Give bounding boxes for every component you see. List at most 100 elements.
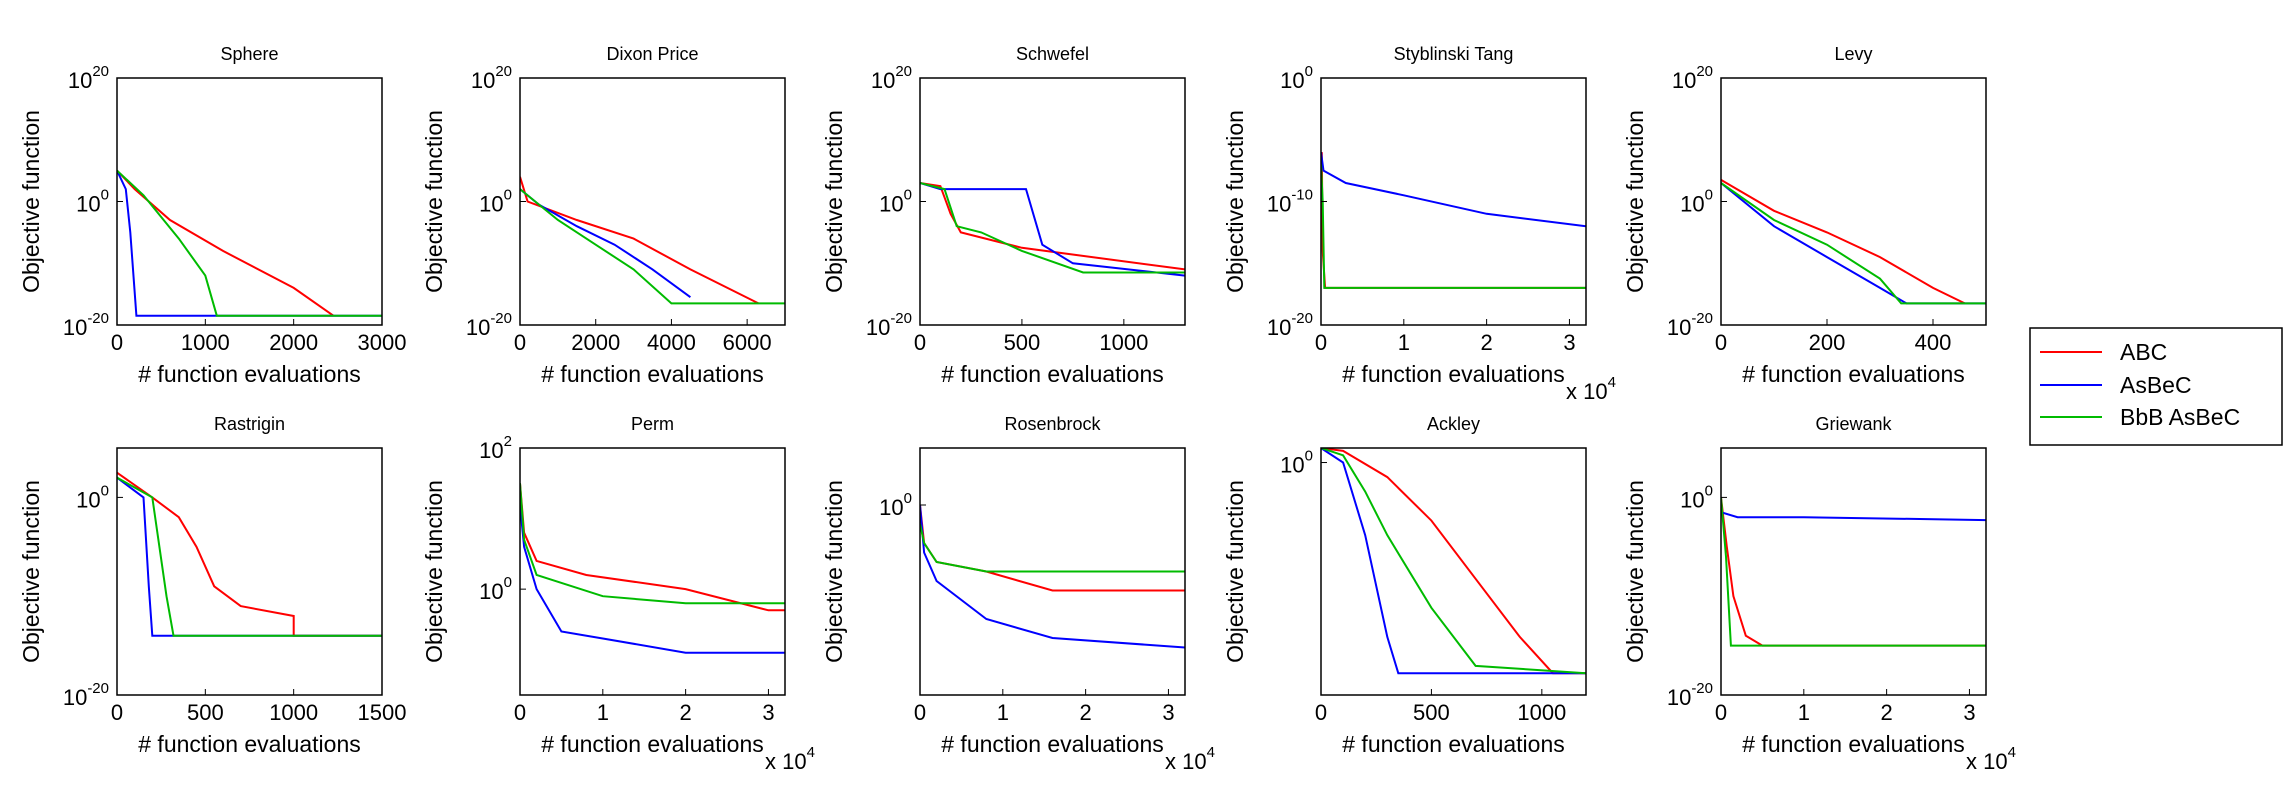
x-tick-label: 1 xyxy=(597,700,609,725)
axes-box xyxy=(519,77,786,326)
y-axis-label: Objective function xyxy=(18,110,44,293)
series-line-bbb-asbec xyxy=(1721,182,1986,305)
legend-label-abc: ABC xyxy=(2120,339,2167,365)
y-tick-label: 100 xyxy=(76,482,109,512)
x-tick-label: 400 xyxy=(1915,330,1952,355)
subplot-perm: 0 1 2 3 100 102 Perm # function evaluations Obje… xyxy=(421,414,815,774)
x-tick-label: 2000 xyxy=(571,330,620,355)
subplot-title: Levy xyxy=(1834,44,1872,64)
x-axis-label: # function evaluations xyxy=(1342,731,1565,757)
y-axis-label: Objective function xyxy=(421,480,447,663)
x-tick-label: 6000 xyxy=(723,330,772,355)
y-tick-label: 1020 xyxy=(871,63,912,93)
x-tick-label: 3 xyxy=(1963,700,1975,725)
series-line-bbb-asbec xyxy=(1321,164,1586,289)
y-tick-label: 10-20 xyxy=(1267,310,1313,340)
y-tick-label: 10-20 xyxy=(866,310,912,340)
series-line-abc xyxy=(520,176,759,305)
x-axis-label: # function evaluations xyxy=(941,361,1164,387)
x-tick-label: 1 xyxy=(997,700,1009,725)
y-axis-label: Objective function xyxy=(821,110,847,293)
subplot-ackley: 0 500 1000 100 Ackley # function evaluations O… xyxy=(1222,414,1587,757)
x-axis-label: # function evaluations xyxy=(941,731,1164,757)
y-tick-label: 10-10 xyxy=(1267,187,1313,217)
x-tick-label: 500 xyxy=(1004,330,1041,355)
x-tick-label: 2000 xyxy=(269,330,318,355)
y-tick-label: 100 xyxy=(76,187,109,217)
y-tick-label: 100 xyxy=(879,490,912,520)
x-tick-label: 0 xyxy=(111,700,123,725)
legend-label-asbec: AsBeC xyxy=(2120,372,2192,398)
x-tick-label: 3 xyxy=(1162,700,1174,725)
subplot-title: Ackley xyxy=(1427,414,1480,434)
y-tick-label: 100 xyxy=(479,187,512,217)
axes-box xyxy=(116,77,383,326)
series-line-asbec xyxy=(1321,448,1586,675)
series-line-asbec xyxy=(920,504,1185,649)
series-line-abc xyxy=(920,504,1185,592)
axes-box xyxy=(1720,447,1987,696)
x-multiplier: x 104 xyxy=(1966,744,2016,774)
subplot-styblinski-tang: 0 1 2 3 10-20 10-10 100 Styblinski Tang # functi… xyxy=(1222,44,1616,404)
x-tick-label: 0 xyxy=(914,330,926,355)
y-axis-label: Objective function xyxy=(1622,110,1648,293)
series-line-abc xyxy=(1721,179,1966,305)
y-axis-label: Objective function xyxy=(421,110,447,293)
series-line-bbb-asbec xyxy=(1321,448,1586,675)
series-line-abc xyxy=(117,169,334,317)
y-tick-label: 10-20 xyxy=(63,310,109,340)
y-tick-label: 102 xyxy=(479,433,512,463)
x-tick-label: 0 xyxy=(514,330,526,355)
series-line-asbec xyxy=(1321,151,1586,228)
series-line-bbb-asbec xyxy=(920,182,1185,274)
x-tick-label: 1500 xyxy=(358,700,407,725)
x-tick-label: 3 xyxy=(1563,330,1575,355)
x-tick-label: 0 xyxy=(1315,330,1327,355)
y-tick-label: 100 xyxy=(1280,63,1313,93)
series-line-abc xyxy=(1321,152,1586,289)
y-tick-label: 1020 xyxy=(471,63,512,93)
x-axis-label: # function evaluations xyxy=(541,731,764,757)
y-axis-label: Objective function xyxy=(1222,480,1248,663)
axes-box xyxy=(116,447,383,696)
y-tick-label: 10-20 xyxy=(466,310,512,340)
x-tick-label: 1000 xyxy=(181,330,230,355)
y-tick-label: 100 xyxy=(1280,448,1313,478)
x-tick-label: 4000 xyxy=(647,330,696,355)
x-multiplier: x 104 xyxy=(1566,374,1616,404)
series-line-abc xyxy=(1321,448,1586,675)
subplot-schwefel: 0 500 1000 10-20 100 1020 Schwefel # function e… xyxy=(821,44,1186,387)
series-line-bbb-asbec xyxy=(1721,497,1986,647)
x-tick-label: 0 xyxy=(514,700,526,725)
x-tick-label: 2 xyxy=(1881,700,1893,725)
y-axis-label: Objective function xyxy=(1222,110,1248,293)
subplot-title: Sphere xyxy=(220,44,278,64)
x-tick-label: 3000 xyxy=(358,330,407,355)
x-tick-label: 2 xyxy=(680,700,692,725)
y-tick-label: 100 xyxy=(1680,482,1713,512)
x-axis-label: # function evaluations xyxy=(1742,731,1965,757)
subplot-rastrigin: 0 500 1000 1500 10-20 100 Rastrigin # function … xyxy=(18,414,406,757)
series-line-abc xyxy=(520,483,785,612)
x-tick-label: 500 xyxy=(187,700,224,725)
subplot-title: Schwefel xyxy=(1016,44,1089,64)
legend: ABC AsBeC BbB AsBeC xyxy=(2029,327,2283,446)
x-tick-label: 1000 xyxy=(1099,330,1148,355)
subplot-griewank: 0 1 2 3 10-20 100 Griewank # function evaluatio… xyxy=(1622,414,2016,774)
subplot-title: Perm xyxy=(631,414,674,434)
series-line-asbec xyxy=(1721,182,1986,305)
x-tick-label: 1 xyxy=(1798,700,1810,725)
x-tick-label: 3 xyxy=(762,700,774,725)
y-tick-label: 10-20 xyxy=(1667,310,1713,340)
series-line-bbb-asbec xyxy=(117,169,382,317)
series-line-bbb-asbec xyxy=(520,483,785,605)
series-line-bbb-asbec xyxy=(520,188,785,305)
y-axis-label: Objective function xyxy=(821,480,847,663)
x-tick-label: 500 xyxy=(1413,700,1450,725)
subplot-title: Rastrigin xyxy=(214,414,285,434)
y-axis-label: Objective function xyxy=(1622,480,1648,663)
x-tick-label: 0 xyxy=(1715,700,1727,725)
axes-box xyxy=(1720,77,1987,326)
